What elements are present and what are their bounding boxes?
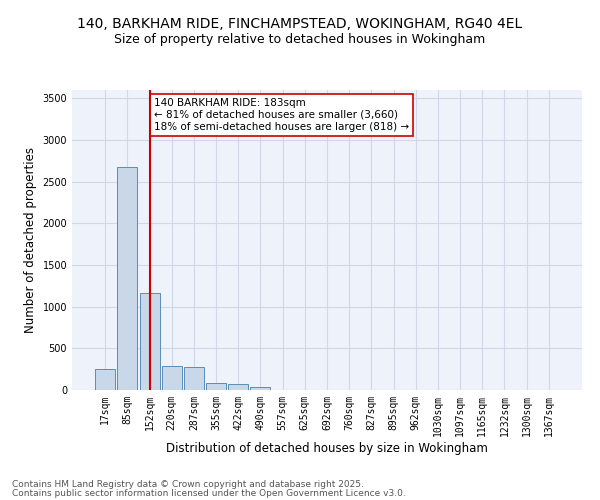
X-axis label: Distribution of detached houses by size in Wokingham: Distribution of detached houses by size … <box>166 442 488 454</box>
Bar <box>95 369 115 390</box>
Y-axis label: Number of detached properties: Number of detached properties <box>24 147 37 333</box>
Bar <box>118 166 137 390</box>
Text: 140 BARKHAM RIDE: 183sqm
← 81% of detached houses are smaller (3,660)
18% of sem: 140 BARKHAM RIDE: 183sqm ← 81% of detach… <box>154 98 409 132</box>
Bar <box>250 386 271 390</box>
Text: 140, BARKHAM RIDE, FINCHAMPSTEAD, WOKINGHAM, RG40 4EL: 140, BARKHAM RIDE, FINCHAMPSTEAD, WOKING… <box>77 18 523 32</box>
Text: Size of property relative to detached houses in Wokingham: Size of property relative to detached ho… <box>115 32 485 46</box>
Bar <box>162 366 182 390</box>
Text: Contains HM Land Registry data © Crown copyright and database right 2025.: Contains HM Land Registry data © Crown c… <box>12 480 364 489</box>
Bar <box>184 367 204 390</box>
Bar <box>206 382 226 390</box>
Bar <box>140 294 160 390</box>
Bar <box>228 384 248 390</box>
Text: Contains public sector information licensed under the Open Government Licence v3: Contains public sector information licen… <box>12 489 406 498</box>
